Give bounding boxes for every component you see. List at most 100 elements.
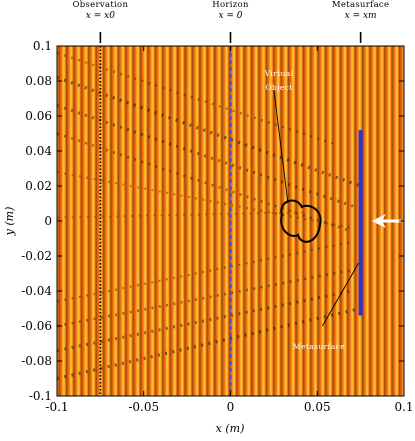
x-tick-label: -0.1 bbox=[45, 400, 68, 414]
wave-trough bbox=[221, 46, 223, 396]
wave-crest bbox=[114, 46, 117, 396]
wave-trough bbox=[125, 46, 127, 396]
fringe-streak bbox=[57, 211, 309, 219]
wave-crest bbox=[306, 46, 310, 396]
wave-crest bbox=[321, 46, 324, 396]
top-equation-horizon: x = 0 bbox=[218, 11, 242, 21]
wave-trough bbox=[243, 46, 245, 396]
virtual-object-label-line2: Object bbox=[265, 83, 292, 92]
wave-crest bbox=[62, 46, 65, 396]
wave-crest bbox=[195, 46, 199, 396]
top-equation-metasurface: x = xm bbox=[345, 11, 377, 21]
wave-trough bbox=[140, 46, 142, 396]
fringe-streak bbox=[57, 104, 356, 209]
wave-crest bbox=[262, 46, 265, 396]
wave-trough bbox=[66, 46, 68, 396]
virtual-object-label-line1: Virtual bbox=[264, 69, 294, 78]
wave-crest bbox=[343, 46, 347, 396]
top-label-metasurface: Metasurface bbox=[332, 0, 389, 10]
y-tick-label: 0.02 bbox=[25, 179, 52, 193]
wave-trough bbox=[184, 46, 186, 396]
wave-trough bbox=[317, 46, 319, 396]
wave-crest bbox=[129, 46, 132, 396]
y-tick-label: 0.06 bbox=[25, 109, 52, 123]
top-label-observation: Observation bbox=[72, 0, 128, 10]
wave-trough bbox=[347, 46, 349, 396]
y-axis-title: y (m) bbox=[3, 207, 16, 237]
top-label-horizon: Horizon bbox=[212, 0, 249, 10]
wave-crest bbox=[203, 46, 206, 396]
wave-crest bbox=[143, 46, 147, 396]
wave-trough bbox=[147, 46, 149, 396]
virtual-object-outline bbox=[280, 199, 322, 243]
metasurface-leader bbox=[322, 262, 360, 327]
wave-trough bbox=[258, 46, 260, 396]
wave-trough bbox=[302, 46, 304, 396]
wave-crest bbox=[77, 46, 80, 396]
wave-trough bbox=[214, 46, 216, 396]
wave-trough bbox=[251, 46, 253, 396]
wave-crest bbox=[291, 46, 295, 396]
wave-trough bbox=[177, 46, 179, 396]
wave-trough bbox=[154, 46, 156, 396]
top-equation-observation: x = x0 bbox=[86, 11, 115, 21]
fringe-streak bbox=[57, 75, 362, 188]
fringe-streak bbox=[57, 306, 361, 381]
wave-trough bbox=[73, 46, 75, 396]
wave-trough bbox=[406, 46, 407, 396]
wave-crest bbox=[247, 46, 250, 396]
wave-trough bbox=[295, 46, 297, 396]
wave-trough bbox=[88, 46, 90, 396]
wave-trough bbox=[354, 46, 356, 396]
x-axis-title: x (m) bbox=[216, 422, 245, 435]
wave-crest bbox=[232, 46, 236, 396]
x-tick-label: 0.05 bbox=[304, 400, 331, 414]
tick-layer: -0.1 -0.05 0 0.05 0.1 0.1 0.08 0.06 0.04 0.02 0 -0.… bbox=[21, 39, 413, 414]
wave-crest bbox=[328, 46, 332, 396]
y-tick-label: -0.06 bbox=[21, 319, 52, 333]
wave-crest bbox=[336, 46, 339, 396]
fringe-streak bbox=[57, 132, 353, 233]
wave-trough bbox=[310, 46, 312, 396]
wave-trough bbox=[169, 46, 171, 396]
x-tick-label: 0.1 bbox=[394, 400, 413, 414]
wave-crest bbox=[84, 46, 88, 396]
wave-crest bbox=[225, 46, 228, 396]
wave-trough bbox=[95, 46, 97, 396]
wave-trough bbox=[103, 46, 105, 396]
wave-trough bbox=[110, 46, 112, 396]
wave-crest bbox=[136, 46, 139, 396]
x-tick-label: -0.05 bbox=[128, 400, 159, 414]
wave-trough bbox=[339, 46, 341, 396]
y-tick-label: -0.02 bbox=[21, 249, 52, 263]
wave-trough bbox=[265, 46, 267, 396]
wave-crest bbox=[158, 46, 162, 396]
wave-crest bbox=[277, 46, 280, 396]
wave-trough bbox=[273, 46, 275, 396]
wave-crest bbox=[210, 46, 213, 396]
wave-crest bbox=[217, 46, 221, 396]
wave-crest bbox=[166, 46, 169, 396]
interference-fringes bbox=[57, 51, 362, 381]
wave-crest bbox=[180, 46, 184, 396]
wave-trough bbox=[369, 46, 371, 396]
y-tick-label: 0.1 bbox=[33, 39, 52, 53]
wave-trough bbox=[332, 46, 334, 396]
wave-crest bbox=[188, 46, 191, 396]
wave-crest bbox=[314, 46, 317, 396]
wave-crest bbox=[351, 46, 354, 396]
wave-trough bbox=[325, 46, 327, 396]
wave-trough bbox=[80, 46, 82, 396]
wave-crest bbox=[240, 46, 243, 396]
virtual-object-leader bbox=[273, 89, 289, 204]
y-tick-label: -0.08 bbox=[21, 354, 52, 368]
wave-crest bbox=[69, 46, 73, 396]
wave-trough bbox=[117, 46, 119, 396]
x-tick-label: 0 bbox=[227, 400, 235, 414]
wave-trough bbox=[288, 46, 290, 396]
wave-crest bbox=[151, 46, 154, 396]
y-tick-label: 0.08 bbox=[25, 74, 52, 88]
wave-trough bbox=[191, 46, 193, 396]
